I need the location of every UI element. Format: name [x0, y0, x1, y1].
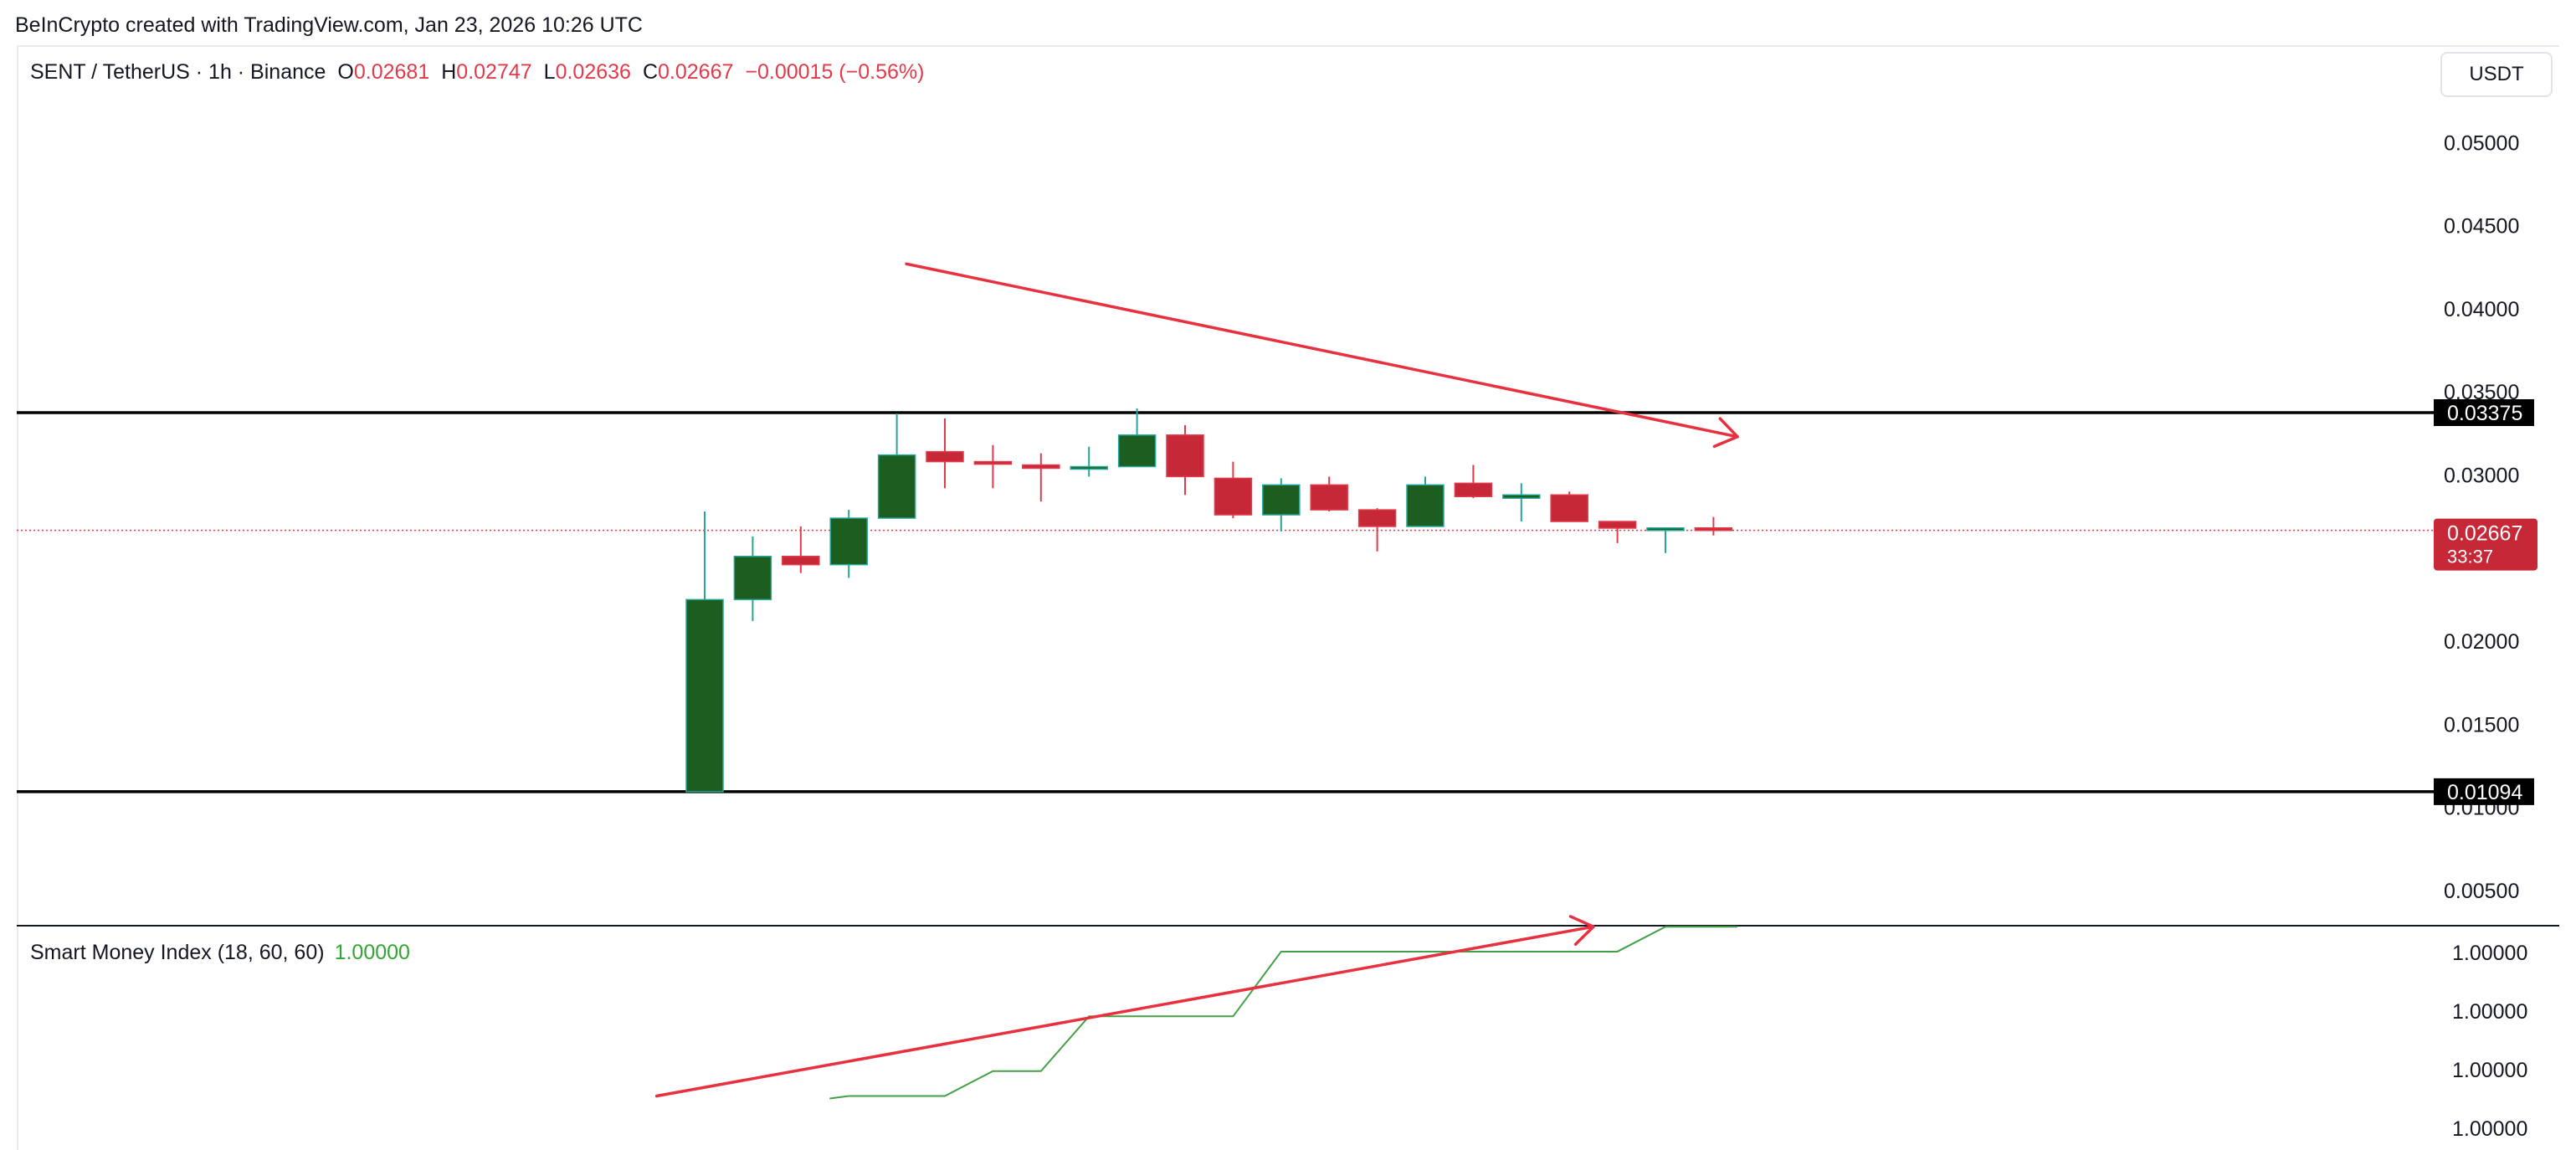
currency-button[interactable]: USDT	[2440, 52, 2553, 97]
last-price-label: 0.02667	[2447, 522, 2522, 546]
candle-down[interactable]	[1598, 521, 1637, 529]
indicator-name[interactable]: Smart Money Index (18, 60, 60)	[30, 941, 325, 964]
high-value: 0.02747	[456, 60, 532, 84]
low-value: 0.02636	[555, 60, 631, 84]
candle-up[interactable]	[1070, 465, 1108, 470]
open-label: O	[337, 60, 354, 84]
candle-up[interactable]	[1502, 494, 1541, 499]
candle-up[interactable]	[829, 517, 868, 566]
open-value: 0.02681	[353, 60, 430, 84]
change-value: −0.00015 (−0.56%)	[745, 60, 925, 84]
price-axis-tick: 0.00500	[2444, 880, 2519, 903]
candle-down[interactable]	[1550, 494, 1588, 522]
price-axis-tick: 0.04500	[2444, 215, 2519, 239]
candle-down[interactable]	[1214, 477, 1253, 516]
candle-down[interactable]	[782, 555, 820, 566]
level-price-tag	[2434, 778, 2534, 805]
indicator-trend-arrow[interactable]	[654, 925, 1595, 1098]
price-trend-arrow-head	[1712, 417, 1739, 449]
candle-down[interactable]	[1310, 484, 1348, 511]
candle-up[interactable]	[877, 454, 916, 519]
level-price-tag	[2434, 398, 2534, 426]
indicator-axis-tick: 1.00000	[2452, 942, 2527, 965]
indicator-axis-tick: 1.00000	[2452, 1117, 2527, 1141]
candle-up[interactable]	[1646, 527, 1685, 531]
candle-down[interactable]	[1166, 434, 1204, 478]
close-value: 0.02667	[658, 60, 734, 84]
symbol-legend[interactable]: SENT / TetherUS · 1h · Binance O0.02681 H0…	[30, 60, 924, 85]
indicator-axis-tick: 1.00000	[2452, 1000, 2527, 1024]
price-axis-tick: 0.02000	[2444, 630, 2519, 654]
close-label: C	[642, 60, 659, 84]
bar-countdown-label: 33:37	[2447, 547, 2493, 567]
price-axis-tick: 0.05000	[2444, 131, 2519, 155]
candle-up[interactable]	[1406, 484, 1445, 527]
candle-up[interactable]	[1117, 434, 1157, 468]
candle-down[interactable]	[1454, 482, 1493, 498]
candle-up[interactable]	[733, 555, 772, 601]
high-label: H	[441, 60, 457, 84]
symbol-pair[interactable]: SENT / TetherUS · 1h · Binance	[30, 60, 326, 84]
smart-money-index-line[interactable]	[829, 926, 1738, 1100]
level-price-label: 0.03375	[2447, 402, 2522, 425]
indicator-trend-arrow-head	[1568, 915, 1595, 947]
candle-up[interactable]	[685, 598, 724, 793]
price-axis-tick: 0.04000	[2444, 298, 2519, 321]
indicator-axis-tick: 1.00000	[2452, 1059, 2527, 1082]
low-label: L	[543, 60, 556, 84]
last-price-tag	[2434, 518, 2538, 571]
chart-credit: BeInCrypto created with TradingView.com,…	[15, 13, 643, 37]
level-price-label: 0.01094	[2447, 781, 2522, 804]
price-axis-tick: 0.01500	[2444, 713, 2519, 737]
candle-up[interactable]	[1262, 484, 1301, 516]
candle-down[interactable]	[1694, 527, 1733, 531]
price-axis-tick: 0.03000	[2444, 464, 2519, 487]
candle-down[interactable]	[1357, 509, 1397, 527]
candle-down[interactable]	[926, 450, 964, 463]
chart-frame	[17, 45, 2559, 1150]
indicator-value: 1.00000	[334, 941, 410, 964]
price-trend-arrow[interactable]	[905, 262, 1739, 439]
candle-down[interactable]	[1022, 464, 1060, 470]
candle-down[interactable]	[973, 460, 1013, 465]
indicator-legend[interactable]: Smart Money Index (18, 60, 60) 1.00000	[30, 941, 410, 965]
